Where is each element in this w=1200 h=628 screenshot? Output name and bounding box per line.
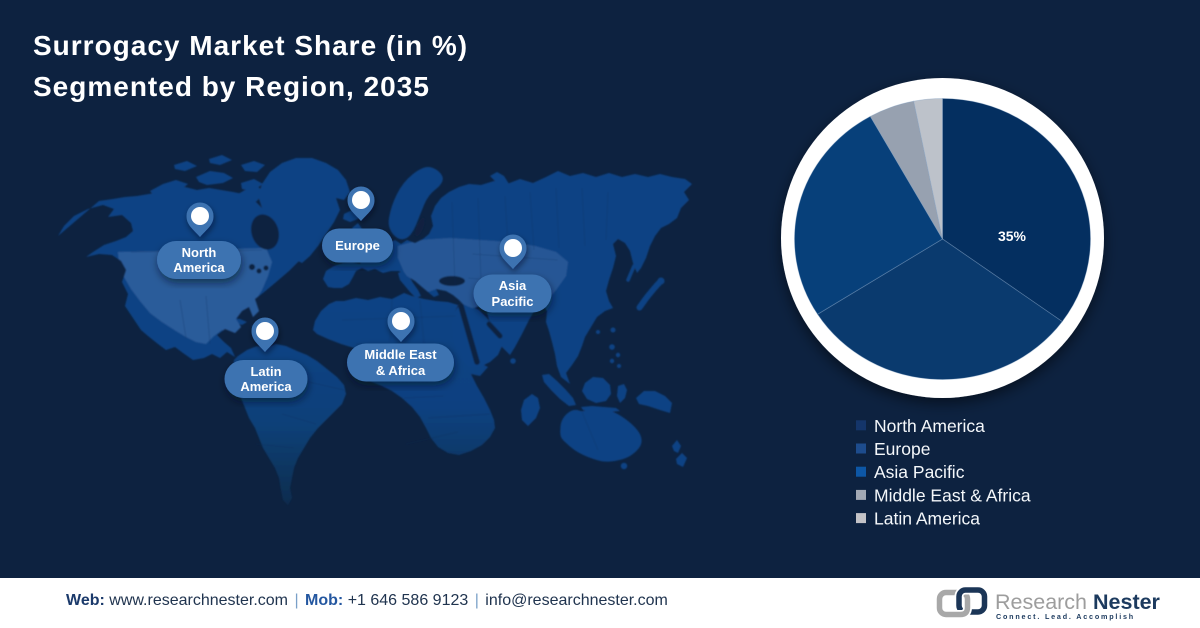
svg-text:Pacific: Pacific (492, 294, 534, 309)
svg-text:Latin: Latin (250, 364, 281, 379)
svg-text:Middle East & Africa: Middle East & Africa (874, 485, 1031, 505)
svg-text:Latin America: Latin America (874, 509, 980, 529)
svg-text:North America: North America (874, 416, 985, 436)
svg-text:America: America (173, 260, 225, 275)
svg-text:America: America (240, 379, 292, 394)
svg-text:Europe: Europe (335, 238, 380, 253)
svg-text:& Africa: & Africa (376, 363, 426, 378)
svg-text:35%: 35% (998, 228, 1027, 244)
svg-text:Europe: Europe (874, 439, 930, 459)
svg-text:Asia Pacific: Asia Pacific (874, 462, 965, 482)
svg-text:Asia: Asia (499, 278, 527, 293)
svg-text:North: North (182, 245, 217, 260)
svg-text:Middle East: Middle East (364, 347, 437, 362)
